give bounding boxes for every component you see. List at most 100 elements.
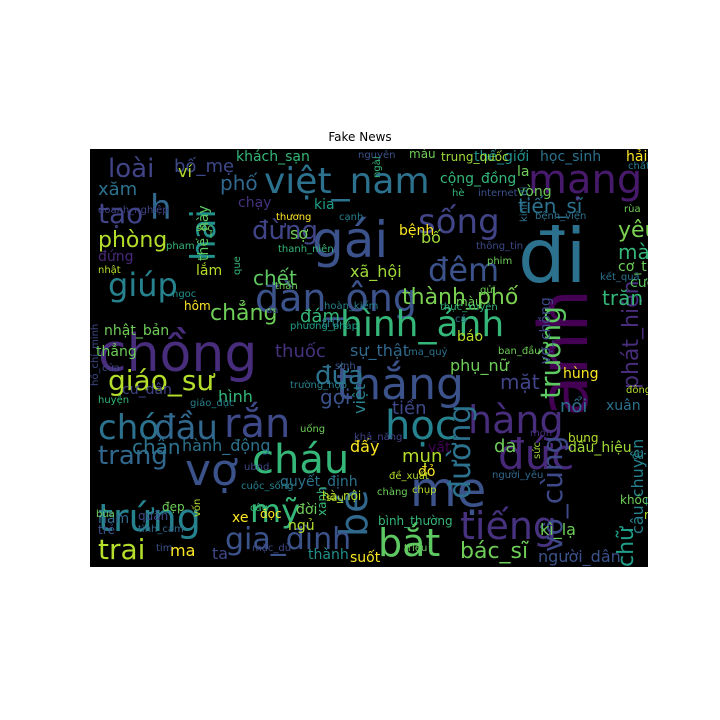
cloud-word: cạnh — [339, 212, 363, 223]
cloud-word: giáo_dục — [190, 397, 235, 409]
cloud-word: sống — [418, 202, 500, 242]
cloud-word: xe — [232, 510, 248, 526]
cloud-word: hình_ảnh — [340, 304, 504, 345]
cloud-word: khách_sạn — [236, 149, 310, 165]
cloud-word: thực_xuyên — [440, 301, 498, 313]
cloud-word: bé — [332, 490, 376, 538]
cloud-word: que — [232, 256, 243, 275]
cloud-word: gia_đình — [225, 522, 351, 557]
cloud-word: mặt — [500, 370, 540, 394]
cloud-word: đêm — [428, 251, 499, 289]
cloud-word: trung_quốc — [441, 150, 509, 164]
cloud-word: phim — [487, 256, 512, 267]
cloud-word: đấy — [350, 437, 379, 456]
cloud-word: nguyên — [358, 149, 395, 161]
cloud-word: vợ_chồng — [537, 297, 554, 364]
cloud-word: đứa — [315, 361, 364, 391]
cloud-word: ví — [178, 162, 192, 181]
cloud-word: xăm — [98, 179, 137, 200]
cloud-word: hai — [184, 209, 224, 261]
cloud-word: thế_giới — [474, 149, 529, 165]
cloud-word: cuộc_sống — [241, 480, 293, 492]
cloud-word: thương — [276, 212, 311, 223]
cloud-word: thông_tin — [476, 240, 523, 252]
cloud-word: huyện — [98, 394, 129, 406]
cloud-word: cưới — [630, 275, 648, 291]
cloud-word: cá — [455, 313, 467, 325]
cloud-word: ngủ — [288, 518, 315, 534]
cloud-word: ubnd — [244, 462, 269, 473]
cloud-word: gửi — [480, 284, 495, 296]
cloud-word: rùa — [624, 203, 641, 215]
cloud-word: bắt — [378, 521, 440, 565]
cloud-word: năm — [98, 511, 129, 527]
cloud-word: đọc — [260, 507, 282, 521]
cloud-word: chồng — [98, 324, 257, 384]
cloud-word: đàn_ông — [255, 276, 417, 320]
cloud-word: phòng — [98, 228, 167, 253]
cloud-word: hải — [626, 149, 647, 165]
cloud-word: mắc — [644, 508, 648, 522]
cloud-word: đừng — [252, 216, 318, 246]
cloud-word: bác_sĩ — [460, 539, 529, 564]
cloud-word: đi — [518, 212, 586, 300]
cloud-word: nhật — [98, 264, 121, 276]
cloud-word: pham — [166, 241, 195, 252]
cloud-word: rắn — [224, 401, 290, 447]
cloud-word: nổi — [560, 396, 587, 417]
cloud-word: học_sinh — [540, 149, 601, 165]
cloud-word: bệnh — [399, 223, 434, 239]
cloud-word: thuốc — [275, 341, 326, 362]
cloud-word: đề_xuất — [389, 470, 429, 482]
cloud-word: chết — [253, 266, 297, 290]
cloud-word: xuân — [606, 398, 641, 414]
cloud-word: vợ — [185, 445, 238, 496]
cloud-word: đỏ — [418, 464, 435, 480]
cloud-word: tình_cảm — [138, 523, 184, 535]
cloud-word: máu — [409, 149, 436, 161]
cloud-word: trứng — [98, 496, 201, 540]
cloud-word: phát_hiện — [619, 280, 644, 389]
cloud-word: da — [494, 436, 516, 457]
cloud-word: la — [517, 164, 529, 180]
cloud-word: vòng — [517, 184, 552, 200]
cloud-word: tiền — [392, 398, 427, 419]
cloud-word: người_dân — [538, 547, 621, 567]
cloud-word: hôm — [184, 299, 211, 313]
cloud-word: dấu_hiệu — [568, 440, 632, 456]
cloud-word: phố — [220, 171, 258, 195]
cloud-word: bố — [421, 228, 441, 247]
cloud-word: đức — [498, 430, 574, 479]
cloud-word: hàng — [468, 398, 564, 442]
cloud-word: triệu — [404, 542, 427, 554]
cloud-word: báo — [457, 329, 483, 345]
cloud-word: phụ_nữ — [450, 356, 510, 376]
cloud-word: câu_chuyện — [628, 439, 648, 534]
cloud-word: gọi — [320, 385, 351, 409]
cloud-word: đường — [443, 405, 478, 499]
cloud-word: thần — [275, 280, 298, 292]
cloud-word: đám — [300, 306, 340, 327]
cloud-word: xã_hội — [350, 262, 402, 282]
cloud-word: đông — [626, 384, 648, 396]
cloud-word: hình — [218, 387, 253, 406]
cloud-word: h — [150, 188, 172, 228]
cloud-word: khóc — [620, 493, 648, 507]
cloud-word: bệnh_viện — [535, 210, 586, 222]
cloud-word: mụn — [402, 446, 442, 467]
cloud-word: hồ_chí_minh — [90, 324, 101, 386]
cloud-word: doanh_nghiệp — [98, 204, 169, 216]
cloud-word: anh — [525, 289, 604, 417]
cloud-word: kì_lạ — [540, 520, 576, 540]
cloud-word: cũ — [632, 451, 644, 462]
cloud-word: sốc — [196, 222, 213, 234]
cloud-word: đẹp — [162, 500, 185, 514]
cloud-word: học — [385, 403, 457, 449]
cloud-word: tiến_sĩ — [518, 194, 583, 218]
cloud-word: đời — [296, 502, 317, 518]
cloud-word: đà — [266, 304, 278, 316]
cloud-word: tiếng — [460, 504, 557, 548]
cloud-word: phương_pháp — [290, 320, 358, 332]
